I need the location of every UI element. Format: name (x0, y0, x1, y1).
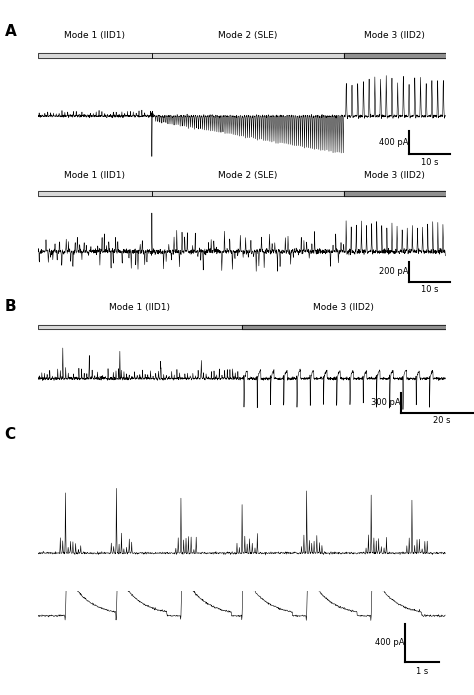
Text: Mode 1 (IID1): Mode 1 (IID1) (64, 31, 126, 40)
Bar (152, 191, 344, 196)
Bar (344, 53, 446, 58)
Bar (38, 325, 242, 329)
Text: A: A (5, 24, 17, 40)
Bar (152, 191, 344, 196)
Text: 10 s: 10 s (420, 158, 438, 167)
Bar (344, 191, 446, 196)
Text: Mode 3 (IID2): Mode 3 (IID2) (313, 303, 374, 312)
Bar (152, 53, 344, 58)
Text: 400 pA: 400 pA (379, 138, 409, 147)
Text: Mode 1 (IID1): Mode 1 (IID1) (64, 171, 126, 180)
Text: Mode 3 (IID2): Mode 3 (IID2) (364, 31, 425, 40)
Text: Mode 2 (SLE): Mode 2 (SLE) (218, 31, 278, 40)
Text: 400 pA: 400 pA (374, 639, 404, 647)
Bar (38, 191, 152, 196)
Text: 20 s: 20 s (433, 416, 450, 425)
Text: 10 s: 10 s (420, 285, 438, 294)
Text: C: C (5, 427, 16, 443)
Text: 1 s: 1 s (416, 667, 428, 676)
Text: B: B (5, 299, 17, 314)
Text: Mode 3 (IID2): Mode 3 (IID2) (364, 171, 425, 180)
Bar (242, 325, 446, 329)
Bar (38, 53, 152, 58)
Bar (38, 191, 152, 196)
Bar (344, 53, 446, 58)
Bar (152, 53, 344, 58)
Text: Mode 2 (SLE): Mode 2 (SLE) (218, 171, 278, 180)
Bar (38, 53, 152, 58)
Bar (38, 325, 242, 329)
Text: 200 pA: 200 pA (379, 267, 409, 276)
Bar (344, 191, 446, 196)
Bar (242, 325, 446, 329)
Text: 300 pA: 300 pA (371, 398, 401, 407)
Text: Mode 1 (IID1): Mode 1 (IID1) (109, 303, 170, 312)
